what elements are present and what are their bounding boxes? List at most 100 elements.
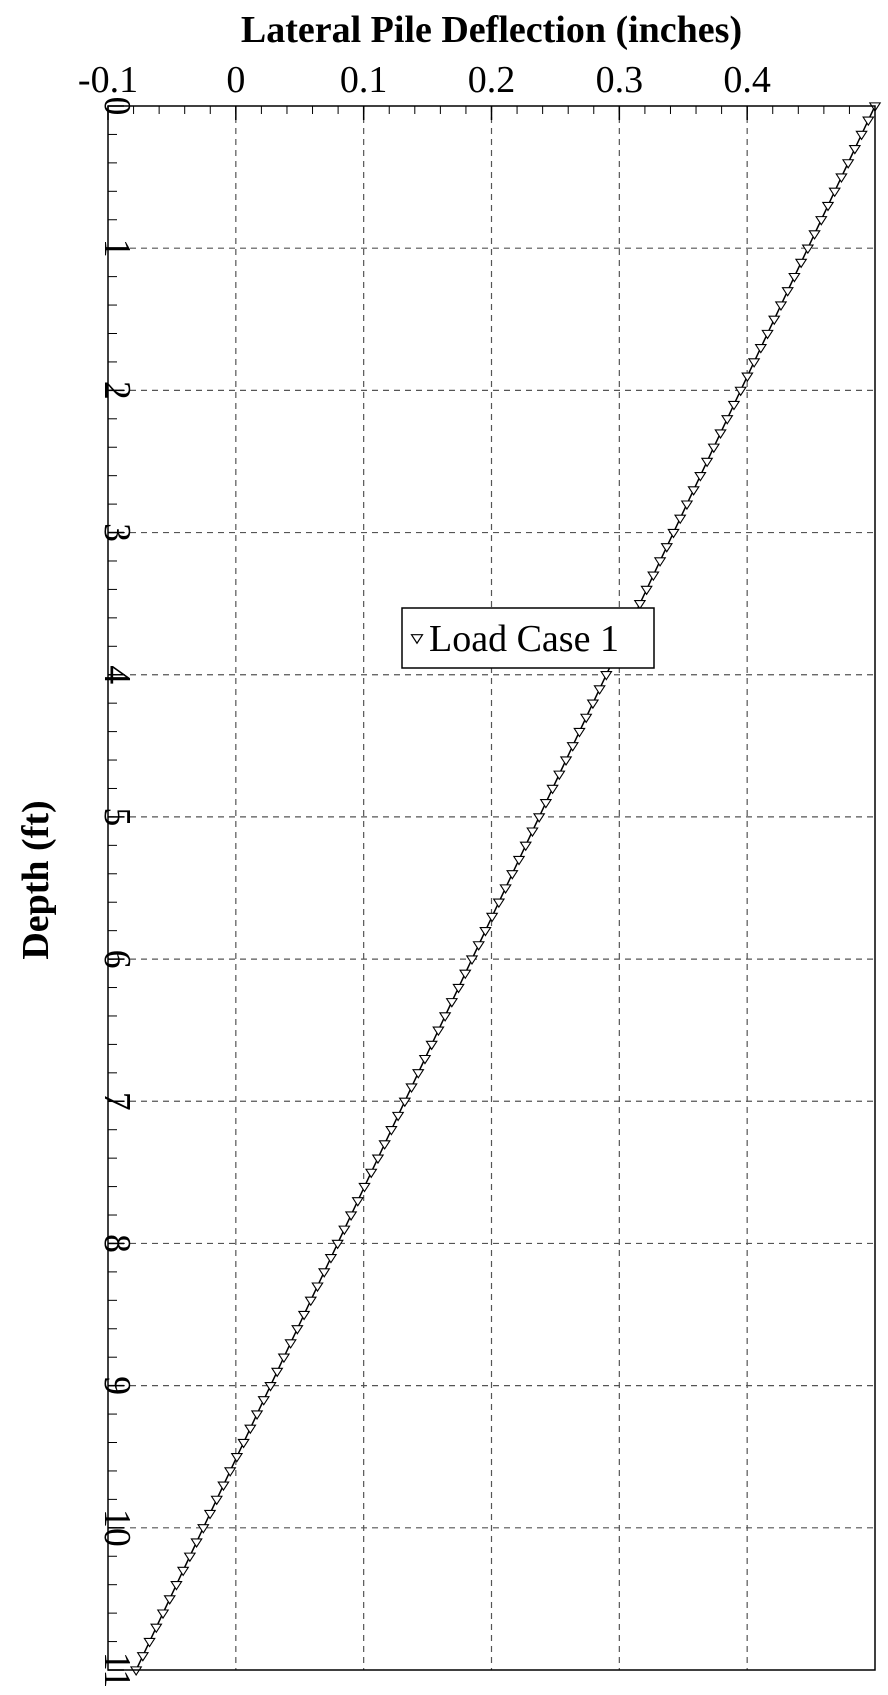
plot-frame [107,105,876,1671]
data-point-44 [573,727,586,738]
data-point-103 [176,1566,190,1577]
y-tick-label-4: 4 [96,665,138,684]
data-point-92 [250,1410,264,1421]
data-point-66 [425,1040,438,1051]
data-point-61 [459,969,472,980]
data-point-71 [391,1111,405,1122]
data-point-67 [418,1054,432,1065]
data-point-22 [721,415,734,425]
x-tick-label-0: -0.1 [78,59,138,101]
y-tick-label-3: 3 [96,523,138,542]
data-point-51 [526,827,539,838]
data-point-100 [197,1524,210,1534]
y-tick-labels: 0 1 2 3 4 5 6 7 8 9 10 11 [96,97,138,1689]
data-point-57 [485,912,499,923]
data-point-60 [465,955,479,966]
data-point-77 [351,1197,364,1207]
data-point-97 [217,1481,230,1492]
data-point-26 [694,472,707,482]
x-axis-label: Lateral Pile Deflection (inches) [241,9,742,51]
data-point-43 [579,713,593,724]
y-tick-label-8: 8 [96,1234,138,1253]
data-point-33 [647,571,660,582]
data-point-42 [586,699,600,710]
data-point-9 [808,230,821,240]
x-tick-label-4: 0.3 [596,59,644,101]
data-point-56 [492,898,506,909]
data-point-40 [600,671,613,681]
data-point-53 [512,855,526,866]
data-point-50 [532,813,546,823]
data-point-5 [835,173,848,184]
data-point-28 [680,500,694,511]
data-point-72 [385,1126,398,1136]
data-point-18 [747,358,761,368]
grid-lines [108,106,875,1670]
data-point-16 [761,329,774,340]
data-point-85 [297,1310,311,1321]
data-point-34 [640,585,653,596]
data-point-24 [707,443,721,454]
data-point-46 [559,756,573,766]
legend-marker-triangle-icon [410,634,424,645]
data-point-95 [230,1453,244,1463]
data-point-25 [700,457,714,468]
y-tick-label-6: 6 [96,950,138,969]
data-point-80 [331,1239,344,1250]
x-tick-label-1: 0 [226,59,245,101]
data-point-106 [156,1609,170,1620]
data-point-13 [781,287,794,297]
data-point-83 [311,1282,324,1293]
data-point-104 [170,1581,183,1591]
data-point-58 [479,926,492,937]
data-point-29 [673,514,687,525]
y-tick-label-0: 0 [96,97,138,116]
data-point-102 [183,1552,197,1563]
data-point-49 [539,799,553,809]
data-point-15 [768,315,781,326]
data-point-1 [862,116,875,127]
x-tick-labels: -0.1 0 0.1 0.2 0.3 0.4 [78,59,771,101]
legend-box [401,607,655,669]
data-point-88 [277,1353,291,1364]
data-point-41 [593,685,606,695]
data-point-32 [653,557,667,567]
y-tick-label-10: 10 [96,1509,138,1547]
data-point-98 [210,1495,223,1506]
y-tick-label-7: 7 [96,1092,138,1111]
y-axis-label: Depth (ft) [15,800,57,959]
data-point-110 [129,1666,143,1676]
data-point-47 [553,770,566,781]
data-point-87 [284,1339,297,1349]
data-point-75 [365,1168,378,1179]
data-point-55 [499,884,512,894]
data-point-17 [754,344,768,354]
data-point-101 [190,1538,203,1548]
data-point-99 [203,1509,217,1520]
data-point-3 [848,144,862,155]
data-point-90 [264,1381,277,1392]
data-point-21 [727,400,741,411]
data-point-73 [378,1140,391,1150]
data-point-65 [432,1026,445,1037]
x-tick-label-2: 0.1 [340,59,388,101]
data-point-2 [855,130,868,141]
data-point-105 [163,1595,176,1605]
data-point-30 [667,528,680,539]
data-point-91 [257,1396,270,1406]
data-point-74 [371,1154,385,1165]
data-point-20 [734,386,747,397]
data-point-4 [841,159,855,169]
data-point-78 [344,1211,358,1221]
series-load-case-1 [129,102,882,1676]
data-point-23 [714,429,727,439]
data-point-10 [801,244,815,255]
data-point-8 [815,216,828,226]
x-tick-label-5: 0.4 [723,59,771,101]
data-point-7 [821,201,835,212]
data-point-108 [143,1637,156,1648]
data-point-84 [304,1296,317,1307]
data-point-48 [546,784,559,795]
y-tick-label-9: 9 [96,1376,138,1395]
